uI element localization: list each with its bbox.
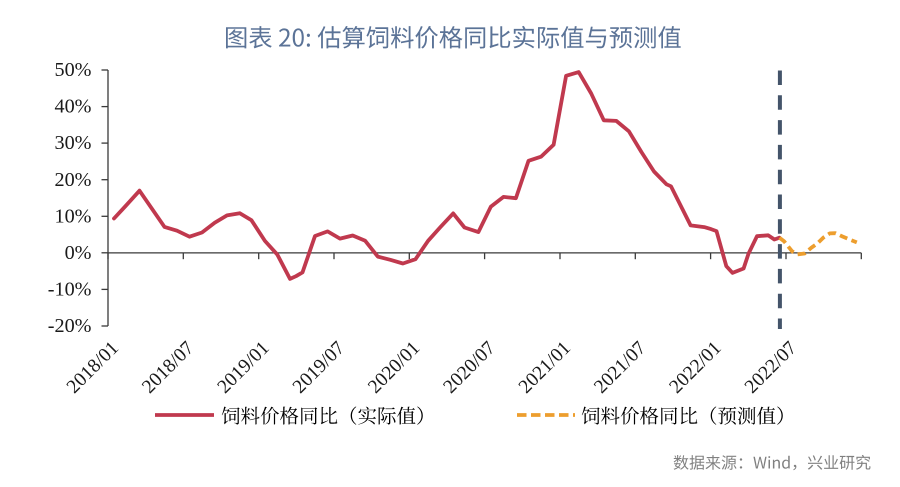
svg-text:20%: 20% (54, 169, 91, 191)
svg-text:0%: 0% (65, 242, 92, 264)
svg-text:40%: 40% (54, 96, 91, 118)
svg-text:-20%: -20% (48, 315, 92, 337)
svg-text:10%: 10% (54, 205, 91, 227)
svg-text:30%: 30% (54, 132, 91, 154)
svg-text:-10%: -10% (48, 279, 92, 301)
svg-text:50%: 50% (54, 59, 91, 81)
